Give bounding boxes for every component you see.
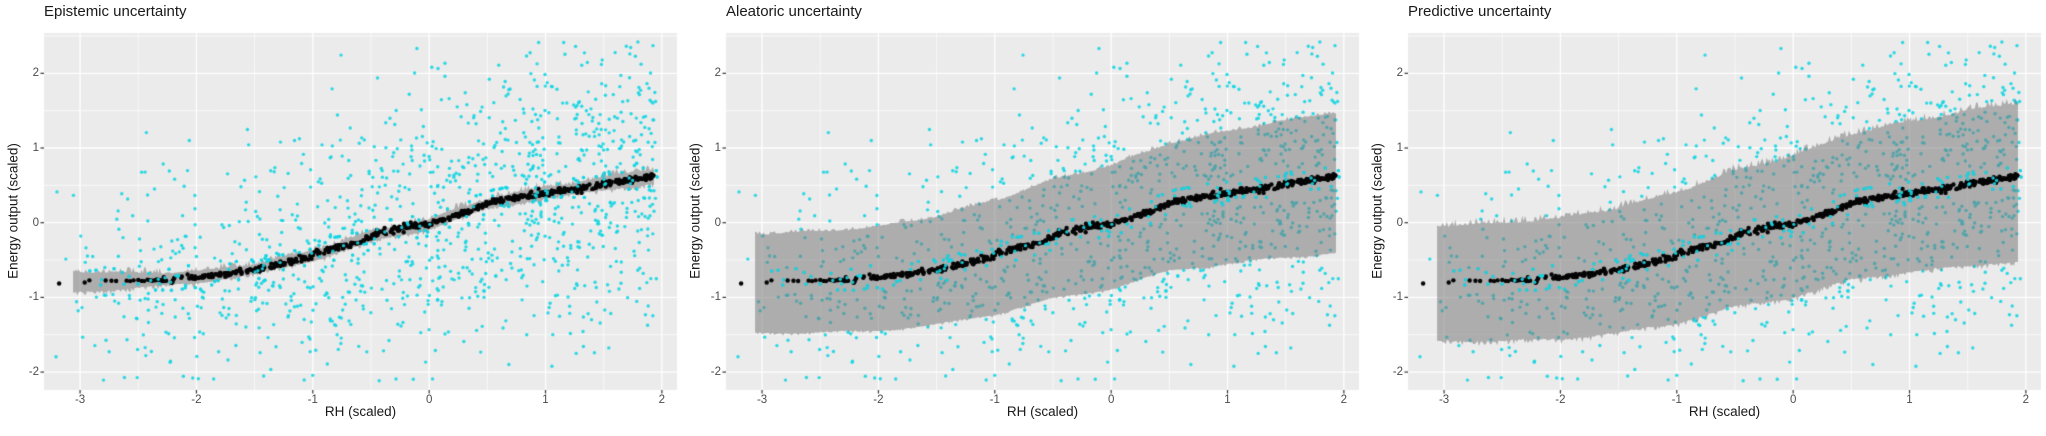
panel-title-epistemic: Epistemic uncertainty — [44, 3, 187, 20]
y-tick-label: 2 — [1396, 67, 1403, 80]
y-tick-label: -1 — [1392, 291, 1403, 304]
plot-area-aleatoric — [682, 0, 1364, 436]
y-tick-label: 0 — [714, 216, 721, 229]
y-tick-label: 1 — [1396, 142, 1403, 155]
x-tick-label: 1 — [542, 394, 549, 406]
y-tick-label: 1 — [714, 142, 721, 155]
y-axis-title: Energy output (scaled) — [1369, 143, 1385, 279]
y-tick-label: 1 — [32, 142, 39, 155]
x-tick-label: -1 — [1671, 394, 1682, 406]
x-tick-label: -2 — [873, 394, 884, 406]
x-tick-label: 0 — [425, 394, 433, 406]
x-tick-label: -3 — [74, 394, 86, 406]
x-tick-label: -3 — [756, 394, 768, 406]
x-axis-title: RH (scaled) — [1006, 404, 1079, 419]
x-tick-label: -1 — [307, 394, 318, 406]
panel-title-predictive: Predictive uncertainty — [1408, 3, 1552, 20]
y-tick-label: -2 — [1392, 366, 1403, 379]
x-tick-label: -2 — [191, 394, 202, 406]
y-tick-label: -1 — [28, 291, 39, 304]
y-tick-label: 2 — [714, 67, 721, 80]
plot-area-epistemic — [0, 0, 682, 436]
x-tick-label: 2 — [2022, 394, 2030, 406]
x-tick-label: 1 — [1906, 394, 1913, 406]
x-tick-label: -2 — [1555, 394, 1566, 406]
x-tick-label: 2 — [1340, 394, 1348, 406]
x-tick-label: -1 — [989, 394, 1000, 406]
x-axis-title: RH (scaled) — [324, 404, 397, 419]
panel-epistemic: Epistemic uncertainty Energy output (sca… — [0, 0, 682, 436]
x-tick-label: 0 — [1789, 394, 1797, 406]
y-tick-label: 0 — [1396, 216, 1403, 229]
y-tick-label: -1 — [710, 291, 721, 304]
plot-area-predictive — [1364, 0, 2046, 436]
y-tick-label: 2 — [32, 67, 39, 80]
y-tick-label: -2 — [28, 366, 39, 379]
x-tick-label: 1 — [1224, 394, 1231, 406]
panel-title-aleatoric: Aleatoric uncertainty — [726, 3, 862, 20]
x-axis-title: RH (scaled) — [1688, 404, 1761, 419]
y-axis-title: Energy output (scaled) — [687, 143, 703, 279]
y-axis-title: Energy output (scaled) — [5, 143, 21, 279]
y-tick-label: 0 — [32, 216, 39, 229]
x-tick-label: 2 — [658, 394, 666, 406]
x-tick-label: -3 — [1438, 394, 1450, 406]
x-tick-label: 0 — [1107, 394, 1115, 406]
panel-aleatoric: Aleatoric uncertainty Energy output (sca… — [682, 0, 1364, 436]
y-tick-label: -2 — [710, 366, 721, 379]
panel-predictive: Predictive uncertainty Energy output (sc… — [1364, 0, 2046, 436]
